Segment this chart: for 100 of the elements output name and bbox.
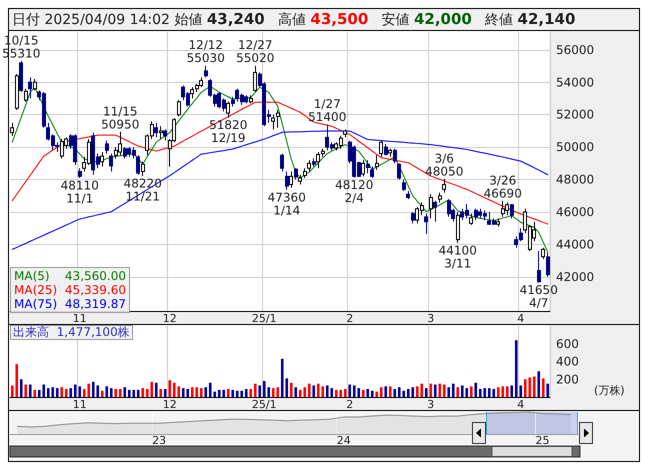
candlestick <box>312 158 316 168</box>
x-tick-label: 2 <box>346 312 354 325</box>
bar <box>249 389 252 397</box>
bar <box>406 389 410 397</box>
bar <box>442 384 446 397</box>
candlestick <box>456 212 460 244</box>
candlestick <box>28 76 32 100</box>
bar <box>236 390 239 397</box>
candlestick <box>510 203 514 220</box>
candlestick <box>78 168 82 178</box>
bar <box>82 389 86 397</box>
annotation: 12/27 55020 <box>236 38 274 66</box>
bar <box>352 385 356 397</box>
bar <box>78 386 82 397</box>
bar <box>294 387 298 397</box>
bar <box>146 389 149 397</box>
candlestick <box>118 131 122 156</box>
bar <box>474 382 478 397</box>
y-axis-title: (万株) <box>594 384 625 397</box>
bar <box>154 382 158 397</box>
candlestick <box>393 148 397 164</box>
candlestick <box>411 212 415 224</box>
y-tick-label: 50000 <box>556 140 594 154</box>
candlestick <box>244 94 248 104</box>
text: MA(25) <box>14 283 58 297</box>
candlestick <box>253 65 257 93</box>
candlestick <box>105 140 109 154</box>
candlestick <box>249 94 253 104</box>
candlestick <box>384 143 388 156</box>
bar <box>452 384 455 397</box>
bar <box>488 388 491 397</box>
candlestick <box>505 202 509 216</box>
x-tick-label: 12 <box>162 312 177 325</box>
bar <box>38 390 41 397</box>
bar <box>411 387 414 397</box>
bar <box>528 377 532 397</box>
candlestick <box>303 168 307 178</box>
bar <box>92 382 95 397</box>
bar <box>514 340 518 397</box>
candlestick <box>231 96 235 108</box>
candlestick <box>73 134 77 166</box>
bar <box>357 388 360 397</box>
bar <box>434 384 437 397</box>
y-tick-label: 56000 <box>556 42 594 57</box>
bar <box>362 390 365 397</box>
y-tick-label: 42000 <box>556 270 594 284</box>
candlestick <box>177 100 181 117</box>
annotation: 43,560.00 <box>64 269 126 283</box>
bar <box>182 388 185 397</box>
bar <box>186 389 190 397</box>
bar <box>74 384 77 397</box>
bar <box>118 389 122 397</box>
x-tick-label: 3 <box>427 398 434 411</box>
bar <box>384 386 388 397</box>
bar <box>420 384 424 397</box>
bar <box>510 385 514 397</box>
x-tick-label: 12 <box>162 398 177 411</box>
y-tick-label: 44000 <box>556 237 594 252</box>
candlestick <box>321 148 325 158</box>
candlestick <box>438 192 442 203</box>
candlestick <box>370 166 374 178</box>
bar <box>46 388 50 397</box>
bar <box>370 390 374 397</box>
bar <box>546 384 550 397</box>
y-tick-label: 400 <box>556 354 579 368</box>
candlestick <box>285 171 289 190</box>
x-tick-label: 25 <box>536 434 550 447</box>
candlestick <box>289 171 293 188</box>
bar <box>10 385 14 397</box>
bar <box>28 384 32 397</box>
bar <box>87 384 90 397</box>
candlestick <box>159 126 163 140</box>
bar <box>110 388 113 397</box>
bar <box>100 390 104 397</box>
bar <box>213 392 216 397</box>
bar <box>366 389 370 397</box>
bar <box>470 386 473 397</box>
bar <box>398 387 401 397</box>
candlestick <box>271 114 275 130</box>
bar <box>218 390 221 397</box>
annotation: 1/27 51400 <box>308 96 346 124</box>
bar <box>56 388 59 397</box>
bar <box>447 387 450 397</box>
candlestick <box>60 138 64 160</box>
bar <box>380 387 383 397</box>
bar <box>285 378 288 397</box>
bar <box>69 388 72 397</box>
bar <box>339 390 342 397</box>
bar <box>388 386 392 397</box>
candlestick <box>307 160 311 172</box>
bar <box>208 382 212 397</box>
candlestick <box>469 213 473 226</box>
candlestick <box>226 101 230 118</box>
bar <box>33 390 36 397</box>
bar <box>460 385 464 397</box>
candlestick <box>429 194 433 220</box>
chart-title: 日付 2025/04/09 14:02 始値 43,240 高値 43,500 安値 42,000 終値 42,140 <box>12 10 576 28</box>
x-tick-label: 4 <box>517 312 524 325</box>
bar <box>326 385 329 397</box>
candlestick <box>343 128 347 138</box>
